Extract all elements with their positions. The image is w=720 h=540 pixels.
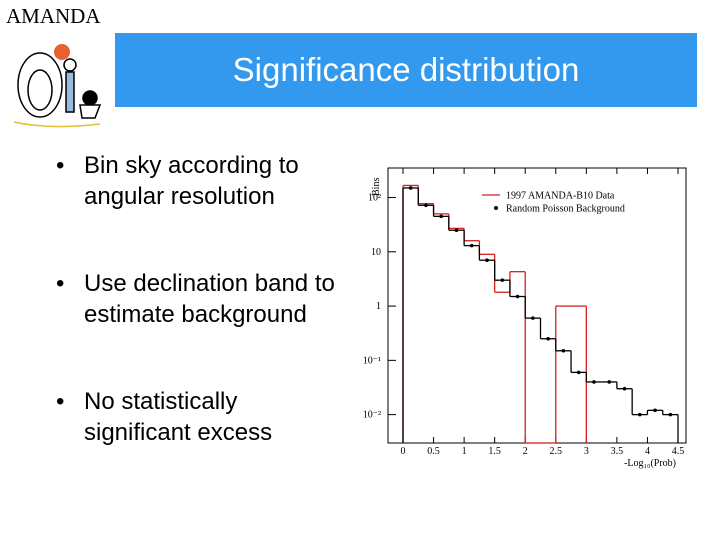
- y-tick-label: 10⁻¹: [363, 355, 381, 366]
- y-tick-label: 1: [376, 301, 381, 312]
- data-point: [561, 348, 566, 353]
- data-point: [408, 186, 413, 190]
- data-point: [607, 380, 612, 384]
- data-point: [500, 278, 505, 282]
- data-point: [546, 336, 550, 341]
- header-label: AMANDA: [6, 4, 101, 28]
- y-tick-label: 10⁻²: [363, 410, 381, 421]
- y-tick-label: 10²: [368, 193, 381, 204]
- y-axis-label: Bins: [371, 178, 382, 196]
- bullet-list: Bin sky according to angular resolution …: [56, 150, 346, 504]
- logo: [13, 44, 102, 128]
- x-tick-label: 0: [401, 446, 406, 457]
- data-point: [576, 370, 581, 375]
- data-point: [638, 412, 642, 417]
- data-point: [653, 408, 657, 413]
- data-point: [531, 316, 535, 320]
- data-point: [424, 203, 428, 208]
- y-tick-label: 10: [371, 247, 381, 258]
- data-point: [469, 243, 474, 248]
- x-tick-label: 2: [523, 446, 528, 457]
- legend-marker: [494, 206, 498, 210]
- x-tick-label: 0.5: [427, 446, 440, 457]
- slide-title: Significance distribution: [232, 51, 580, 88]
- data-point: [515, 294, 520, 299]
- data-point: [592, 380, 596, 384]
- data-point: [439, 214, 443, 219]
- data-point: [485, 258, 489, 263]
- data-point: [622, 386, 627, 391]
- x-axis-label: -Log₁₀(Prob): [624, 458, 676, 469]
- x-tick-label: 3: [584, 446, 589, 457]
- bullet: Bin sky according to angular resolution: [56, 150, 346, 212]
- x-tick-label: 4: [645, 446, 650, 457]
- x-tick-label: 1: [462, 446, 467, 457]
- title-bar: Significance distribution: [115, 33, 697, 107]
- legend-label: Random Poisson Background: [506, 204, 625, 215]
- data-point: [454, 228, 459, 233]
- x-tick-label: 3.5: [611, 446, 624, 457]
- bullet: Use declination band to estimate backgro…: [56, 268, 346, 330]
- data-point: [668, 412, 673, 417]
- legend-label: 1997 AMANDA-B10 Data: [506, 191, 615, 202]
- x-tick-label: 2.5: [550, 446, 563, 457]
- bullet: No statistically significant excess: [56, 386, 346, 448]
- x-tick-label: 1.5: [488, 446, 501, 457]
- x-tick-label: 4.5: [672, 446, 685, 457]
